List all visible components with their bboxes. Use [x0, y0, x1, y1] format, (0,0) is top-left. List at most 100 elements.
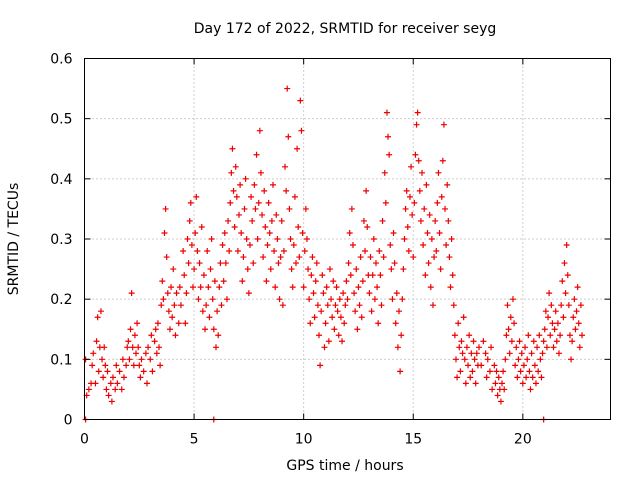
data-point	[311, 314, 318, 321]
data-point	[191, 266, 198, 273]
data-point	[357, 254, 364, 261]
data-point	[269, 181, 276, 188]
data-point	[506, 350, 513, 357]
data-point	[287, 236, 294, 242]
data-point	[249, 217, 256, 224]
data-point	[564, 272, 571, 279]
data-point	[97, 308, 104, 315]
data-point	[523, 374, 530, 381]
data-point	[223, 296, 230, 303]
data-point	[522, 344, 529, 351]
data-point	[230, 187, 237, 194]
data-point	[282, 163, 289, 170]
data-point	[316, 332, 323, 339]
data-point	[176, 284, 183, 291]
data-point	[220, 278, 227, 285]
data-point	[417, 217, 424, 224]
data-point	[142, 350, 149, 357]
data-point	[131, 332, 138, 339]
data-point	[460, 314, 467, 321]
data-point	[280, 248, 287, 255]
data-point	[226, 248, 233, 255]
x-tick-label: 5	[190, 432, 199, 448]
data-point	[99, 356, 106, 363]
data-point	[95, 368, 102, 375]
data-point	[343, 278, 350, 285]
data-point	[336, 296, 343, 303]
data-point	[406, 193, 413, 200]
data-point	[291, 193, 298, 200]
data-point	[351, 290, 358, 297]
data-point	[538, 374, 545, 381]
data-point	[323, 284, 330, 291]
data-point	[276, 296, 283, 303]
data-point	[410, 254, 417, 261]
data-point	[411, 199, 418, 206]
data-point	[265, 199, 272, 206]
data-point	[550, 344, 557, 351]
data-point	[182, 320, 189, 327]
data-point	[565, 302, 572, 309]
data-point	[227, 199, 234, 206]
data-point	[444, 181, 451, 188]
data-point	[503, 332, 510, 339]
data-point	[574, 284, 581, 291]
data-point	[551, 326, 558, 333]
data-point	[124, 344, 131, 351]
data-point	[375, 320, 382, 327]
data-point	[359, 278, 366, 285]
data-point	[449, 272, 456, 279]
data-point	[364, 223, 371, 230]
data-point	[450, 302, 457, 309]
data-point	[457, 368, 464, 375]
data-point	[133, 350, 140, 357]
data-point	[232, 163, 239, 170]
data-point	[101, 344, 108, 351]
data-point	[288, 266, 295, 273]
data-point	[473, 350, 480, 357]
data-point	[154, 320, 161, 327]
data-point	[576, 344, 583, 351]
data-point	[320, 290, 327, 297]
data-point	[426, 211, 433, 218]
data-point	[307, 320, 314, 327]
data-point	[251, 181, 258, 188]
data-point	[467, 374, 474, 381]
data-point	[274, 236, 281, 242]
data-point	[402, 205, 409, 212]
data-point	[504, 302, 511, 309]
data-point	[317, 362, 324, 369]
data-point	[231, 223, 238, 230]
data-point	[517, 368, 524, 375]
data-point	[543, 344, 550, 351]
data-point	[192, 229, 199, 236]
data-point	[419, 169, 426, 176]
data-point	[424, 229, 431, 236]
data-point	[509, 296, 516, 303]
data-point	[537, 356, 544, 363]
data-point	[505, 326, 512, 333]
data-point	[126, 356, 133, 363]
data-point	[134, 320, 141, 327]
data-point	[296, 254, 303, 261]
data-point	[102, 362, 109, 369]
data-point	[253, 151, 260, 158]
data-point	[400, 266, 407, 273]
data-point	[297, 97, 304, 104]
data-point	[447, 284, 454, 291]
data-point	[203, 302, 210, 309]
data-point	[93, 338, 100, 345]
data-point	[242, 175, 249, 182]
data-point	[168, 284, 175, 291]
data-point	[332, 302, 339, 309]
data-point	[262, 223, 269, 230]
data-point	[572, 326, 579, 333]
data-point	[535, 368, 542, 375]
data-point	[162, 205, 169, 212]
data-point	[393, 290, 400, 297]
data-point	[548, 302, 555, 309]
data-point	[109, 374, 116, 381]
data-point	[484, 356, 491, 363]
data-point	[530, 338, 537, 345]
data-point	[508, 338, 515, 345]
